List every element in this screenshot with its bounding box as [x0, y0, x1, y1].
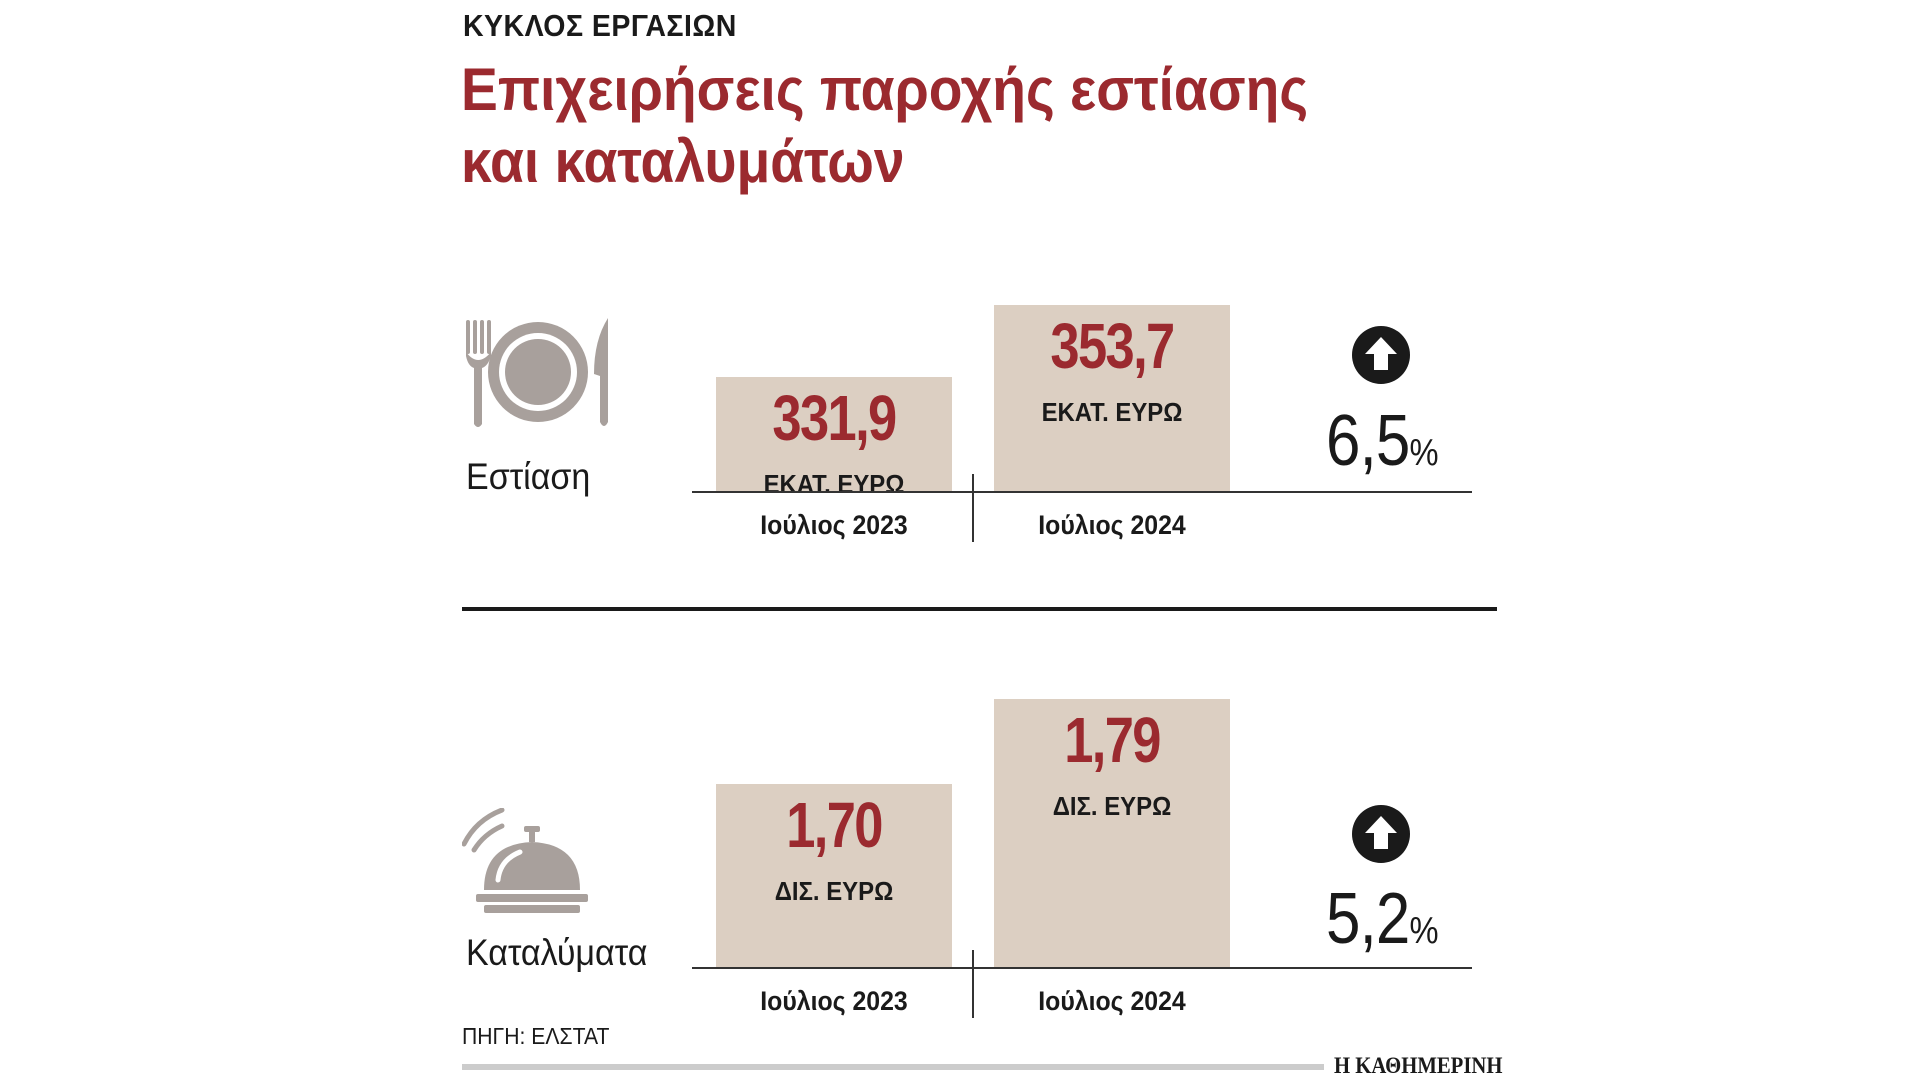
main-title: Επιχειρήσεις παροχής εστίασης και καταλυ…: [461, 54, 1308, 198]
bar-dining-2024: 353,7 ΕΚΑΤ. ΕΥΡΩ: [994, 305, 1230, 491]
bar-unit-label: ΔΙΣ. ΕΥΡΩ: [1052, 791, 1172, 821]
axis-baseline: [692, 967, 1472, 969]
bar-value-label: 1,79: [1064, 704, 1161, 776]
period-label-2023: Ιούλιος 2023: [760, 510, 908, 540]
section-label-dining: Εστίαση: [466, 456, 591, 497]
reception-bell-icon: [462, 808, 588, 913]
change-percent-accommodation: 5,2%: [1326, 878, 1439, 960]
section-divider: [462, 607, 1497, 611]
plate-fork-knife-icon: [466, 318, 608, 427]
change-percent-dining: 6,5%: [1326, 400, 1439, 482]
footer-rule: [462, 1064, 1324, 1070]
axis-tick: [972, 950, 974, 1018]
bar-unit-label: ΕΚΑΤ. ΕΥΡΩ: [1041, 397, 1183, 427]
main-title-line-1: Επιχειρήσεις παροχής εστίασης: [461, 56, 1309, 123]
bar-unit-label: ΔΙΣ. ΕΥΡΩ: [774, 876, 894, 906]
percent-sign: %: [1409, 432, 1439, 474]
up-arrow-icon: [1352, 805, 1410, 863]
bar-value-label: 1,70: [786, 789, 883, 861]
section-label-accommodation: Καταλύματα: [466, 932, 648, 973]
kicker-title: ΚΥΚΛΟΣ ΕΡΓΑΣΙΩΝ: [463, 8, 737, 43]
up-arrow-icon: [1352, 326, 1410, 384]
bar-value-label: 353,7: [1050, 310, 1175, 382]
bar-accommodation-2023: 1,70 ΔΙΣ. ΕΥΡΩ: [716, 784, 952, 967]
bar-accommodation-2024: 1,79 ΔΙΣ. ΕΥΡΩ: [994, 699, 1230, 967]
period-label-2023: Ιούλιος 2023: [760, 986, 908, 1016]
bar-dining-2023: 331,9 ΕΚΑΤ. ΕΥΡΩ: [716, 377, 952, 499]
percent-sign: %: [1409, 910, 1439, 952]
period-label-2024: Ιούλιος 2024: [1038, 986, 1186, 1016]
axis-tick: [972, 474, 974, 542]
axis-baseline: [692, 491, 1472, 493]
main-title-line-2: και καταλυμάτων: [461, 128, 905, 195]
change-value: 5,2: [1326, 879, 1410, 959]
period-label-2024: Ιούλιος 2024: [1038, 510, 1186, 540]
bar-value-label: 331,9: [772, 382, 897, 454]
source-note: ΠΗΓΗ: ΕΛΣΤΑΤ: [462, 1023, 610, 1049]
change-value: 6,5: [1326, 401, 1410, 481]
bar-unit-label: ΕΚΑΤ. ΕΥΡΩ: [763, 469, 905, 499]
brand-logo: Η ΚΑΘΗΜΕΡΙΝΗ: [1334, 1053, 1503, 1078]
